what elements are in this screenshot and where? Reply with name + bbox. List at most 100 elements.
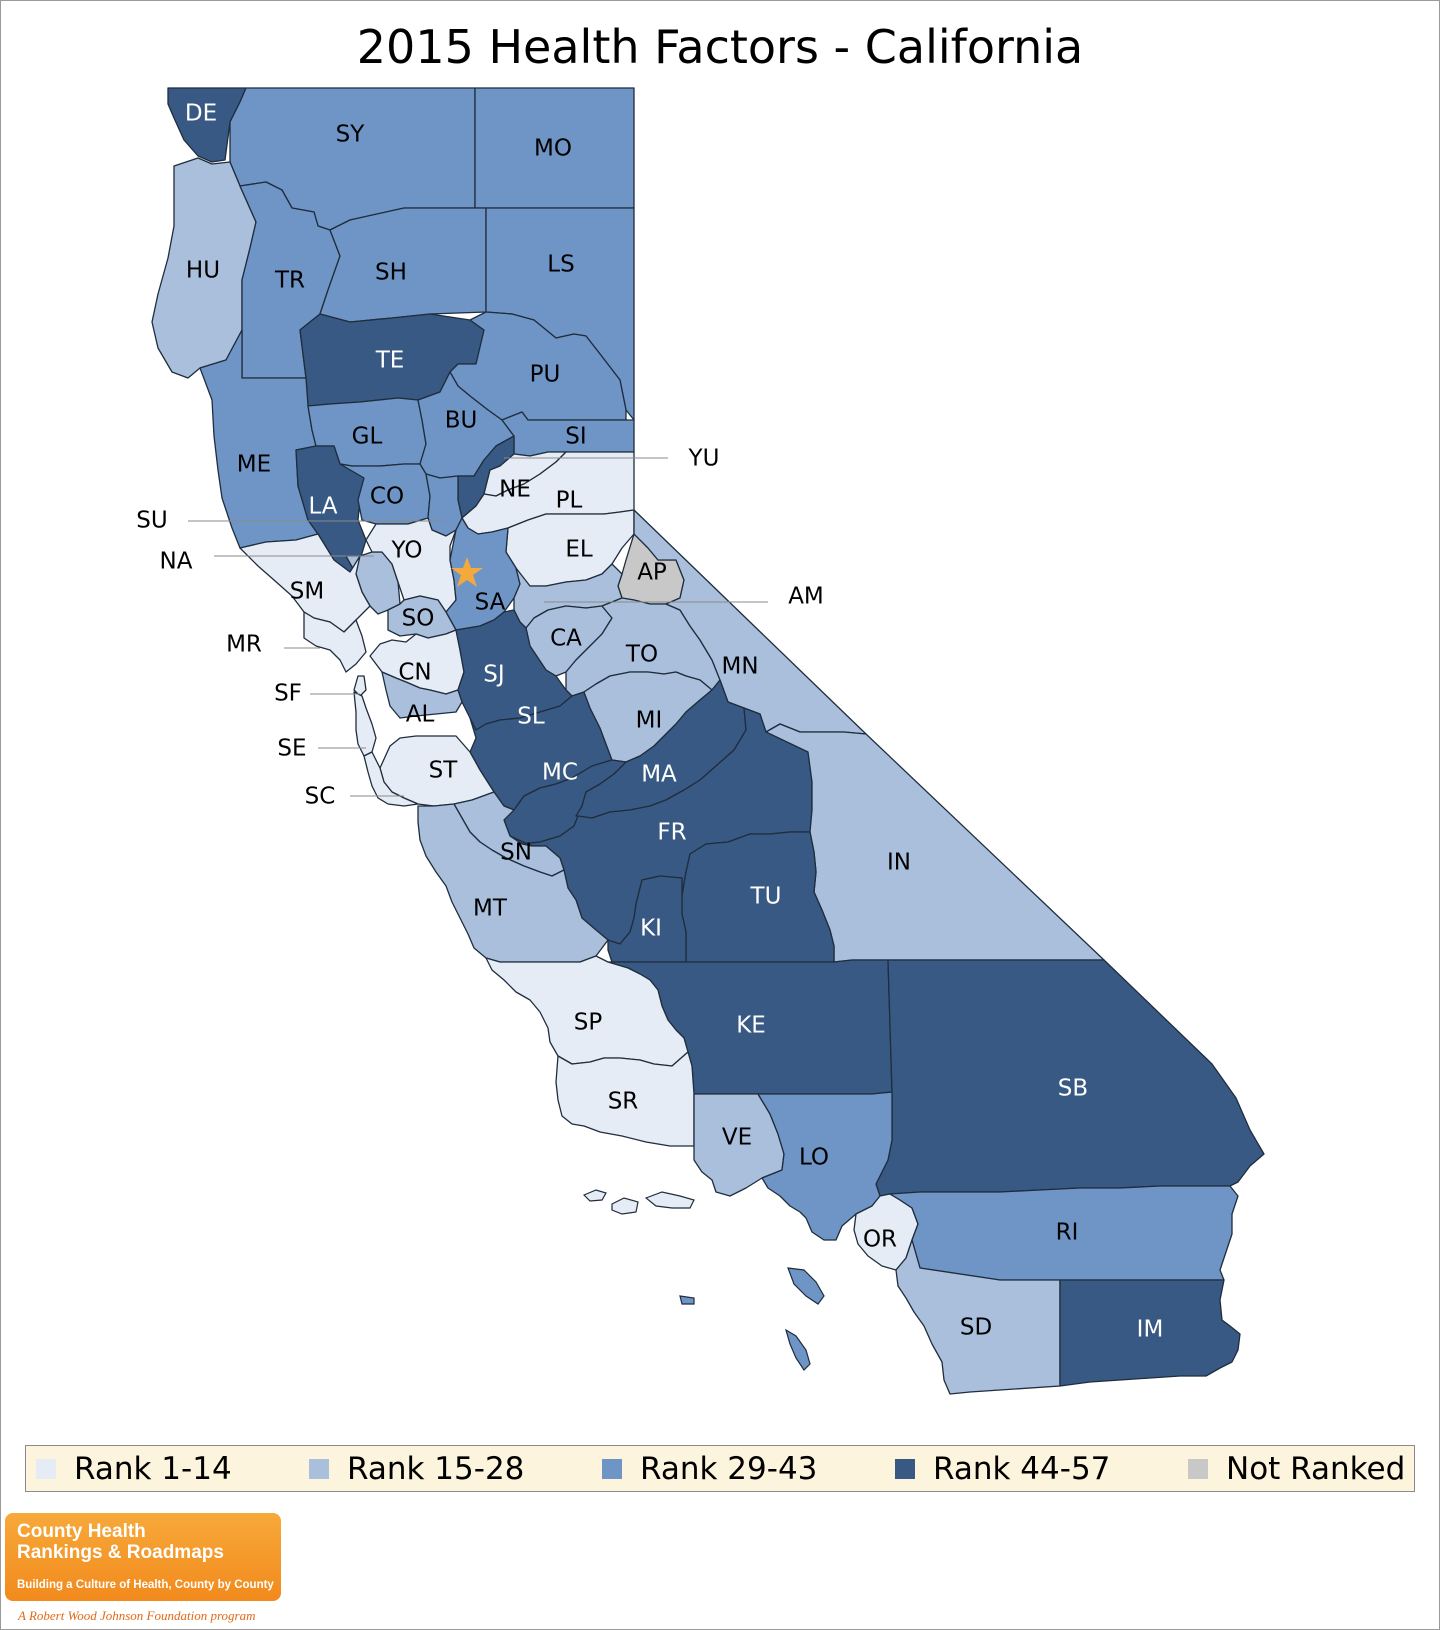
county-label: SY	[336, 122, 366, 148]
county-label: FR	[657, 820, 686, 846]
county-label: CN	[398, 660, 431, 686]
county-se	[353, 691, 377, 757]
county-label: LA	[308, 494, 337, 520]
county-la	[295, 445, 367, 573]
county-label: ST	[429, 758, 459, 784]
county-label: SD	[960, 1315, 992, 1341]
county-label: MC	[542, 760, 578, 786]
county-label: SB	[1058, 1076, 1088, 1102]
county-label: SH	[375, 260, 407, 286]
county-label: TO	[625, 642, 658, 668]
county-label: TU	[750, 884, 782, 910]
county-label: NE	[499, 477, 531, 503]
island	[679, 1295, 695, 1305]
county-label: CO	[370, 484, 404, 510]
county-lo	[757, 1091, 893, 1241]
county-label: MI	[636, 708, 663, 734]
county-label: CA	[550, 626, 582, 652]
county-label: LO	[799, 1145, 829, 1171]
county-label: KI	[640, 916, 662, 942]
county-sm	[239, 533, 371, 633]
county-sj	[455, 609, 573, 731]
county-label: SN	[500, 840, 532, 866]
county-ve	[693, 1093, 785, 1197]
county-label: MT	[473, 896, 508, 922]
county-label: MA	[641, 762, 677, 788]
county-label: YO	[391, 538, 423, 564]
county-label: SA	[475, 590, 506, 616]
island	[611, 1197, 639, 1215]
county-label: SL	[517, 704, 545, 730]
legend-item: Not Ranked	[1188, 1446, 1405, 1491]
legend-label: Rank 44-57	[933, 1450, 1111, 1487]
county-label: NA	[160, 549, 193, 575]
county-label: SO	[402, 606, 435, 632]
county-label: LS	[547, 252, 574, 278]
logo-tagline: Building a Culture of Health, County by …	[17, 1579, 274, 1591]
logo-name: County Health Rankings & Roadmaps	[17, 1521, 224, 1563]
county-label: SR	[608, 1089, 639, 1115]
county-label: VE	[722, 1125, 752, 1151]
county-label: IN	[887, 850, 911, 876]
county-sc	[363, 751, 419, 807]
legend-swatch	[309, 1458, 329, 1479]
county-label: SM	[290, 579, 324, 605]
legend-item: Rank 1-14	[36, 1446, 232, 1491]
county-label: PU	[530, 362, 561, 388]
capital-star-icon	[451, 557, 483, 587]
county-label: OR	[863, 1227, 897, 1253]
legend-label: Not Ranked	[1226, 1450, 1406, 1487]
county-label: PL	[556, 488, 583, 514]
county-label: SU	[136, 508, 167, 534]
map-title: 2015 Health Factors - California	[356, 20, 1084, 74]
legend: Rank 1-14 Rank 15-28 Rank 29-43 Rank 44-…	[25, 1445, 1415, 1492]
county-label: MO	[534, 136, 572, 162]
county-label: BU	[445, 408, 478, 434]
county-label: IM	[1137, 1317, 1164, 1343]
island	[785, 1328, 811, 1371]
legend-swatch	[1188, 1458, 1208, 1479]
county-label: MN	[721, 654, 758, 680]
chrr-logo: County Health Rankings & Roadmaps Buildin…	[5, 1513, 281, 1601]
county-label: EL	[565, 537, 593, 563]
county-al	[381, 671, 463, 719]
county-label: SP	[574, 1010, 603, 1036]
island	[644, 1191, 695, 1209]
county-sf	[353, 675, 367, 697]
legend-item: Rank 15-28	[309, 1446, 524, 1491]
legend-swatch	[36, 1458, 56, 1479]
county-label: MR	[226, 632, 262, 658]
county-label: TE	[375, 348, 405, 374]
county-label: SC	[305, 784, 336, 810]
legend-swatch	[602, 1458, 622, 1479]
county-im	[1059, 1279, 1241, 1387]
county-mt	[417, 803, 609, 963]
island	[582, 1189, 607, 1202]
legend-label: Rank 1-14	[74, 1450, 232, 1487]
legend-swatch	[895, 1458, 915, 1479]
county-label: AM	[788, 584, 824, 610]
county-label: TR	[274, 268, 305, 294]
county-label: SJ	[483, 662, 504, 688]
legend-item: Rank 29-43	[602, 1446, 817, 1491]
county-label: SI	[565, 424, 586, 450]
legend-label: Rank 15-28	[347, 1450, 525, 1487]
county-label: ME	[237, 452, 271, 478]
county-label: RI	[1056, 1220, 1079, 1246]
county-label: HU	[186, 258, 220, 284]
county-label: DE	[185, 101, 217, 127]
county-label: KE	[736, 1013, 766, 1039]
island	[787, 1267, 825, 1305]
legend-label: Rank 29-43	[640, 1450, 818, 1487]
legend-item: Rank 44-57	[895, 1446, 1110, 1491]
county-label: SF	[274, 681, 302, 707]
county-sd	[895, 1239, 1061, 1395]
county-label: SE	[277, 736, 306, 762]
county-label: YU	[688, 446, 720, 472]
county-mr	[303, 611, 367, 673]
county-label: GL	[352, 424, 383, 450]
county-label: AP	[637, 560, 667, 586]
county-label: AL	[406, 702, 435, 728]
logo-footer: A Robert Wood Johnson Foundation program	[18, 1608, 256, 1623]
